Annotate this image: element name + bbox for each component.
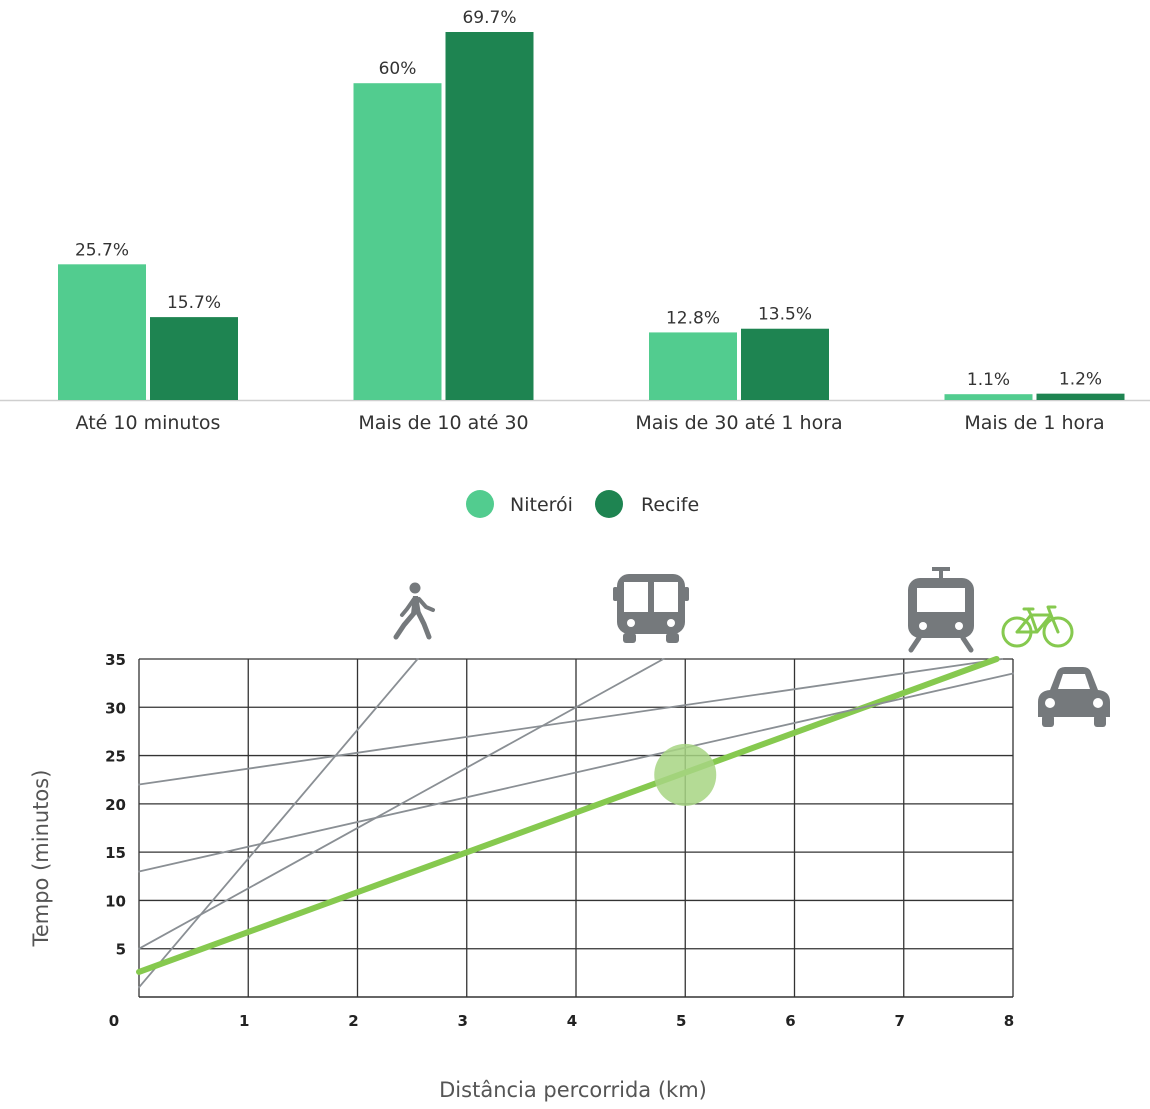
x-tick-label: 7 [895,1012,905,1030]
bar-chart: 25.7% 15.7% Até 10 minutos 60% 69.7% Mais de … [0,8,1150,434]
series-line-bus [138,658,665,950]
bar-recife-0 [150,317,238,400]
bar-value-label: 1.1% [967,370,1010,390]
bicycle-icon [1001,605,1074,648]
bar-value-label: 60% [379,59,417,79]
bar-recife-3 [1036,393,1125,400]
x-tick-label: 4 [567,1012,577,1030]
series-line-train [138,658,1003,786]
category-label: Até 10 minutos [76,412,221,434]
x-axis-title: Distância percorrida (km) [439,1078,707,1102]
walking-person-icon [393,582,435,640]
bar-niteroi-2 [649,332,737,400]
y-tick-label: 30 [105,699,126,717]
bar-niteroi-1 [353,83,442,400]
legend-label-niteroi: Niterói [510,494,573,516]
bar-value-label: 15.7% [167,293,221,313]
bar-niteroi-3 [944,394,1033,400]
x-tick-label: 5 [676,1012,686,1030]
highlight-marker [654,743,717,806]
bar-value-label: 12.8% [666,308,720,328]
bar-value-label: 1.2% [1059,370,1102,390]
grid [138,658,1014,998]
series-line-bicycle [136,656,1000,975]
car-icon [1038,667,1110,727]
series-line-walking-person [138,658,419,989]
bar-value-label: 13.5% [758,305,812,325]
legend: Niterói Recife [466,490,699,518]
category-label: Mais de 1 hora [964,412,1104,434]
series-line-car [138,672,1014,873]
x-tick-label: 3 [458,1012,468,1030]
x-tick-label: 6 [785,1012,795,1030]
category-label: Mais de 30 até 1 hora [635,412,842,434]
line-chart: 0 1 2 3 4 5 6 7 8 5 10 15 20 25 30 35 Distância percorri… [29,567,1110,1102]
x-tick-label: 2 [348,1012,358,1030]
y-tick-label: 25 [105,748,126,766]
bar-value-label: 25.7% [75,240,129,260]
y-tick-label: 35 [105,651,126,669]
y-tick-label: 10 [105,892,126,910]
train-icon [908,567,974,653]
y-tick-label: 5 [116,941,126,959]
bar-niteroi-0 [58,264,146,400]
x-tick-label: 8 [1004,1012,1014,1030]
bar-recife-2 [741,328,829,400]
x-tick-label: 1 [239,1012,249,1030]
x-tick-label: 0 [109,1012,119,1030]
bar-recife-1 [445,32,534,400]
y-tick-label: 15 [105,844,126,862]
legend-label-recife: Recife [641,494,699,516]
category-label: Mais de 10 até 30 [358,412,528,434]
legend-swatch-recife [595,490,623,518]
y-axis-title: Tempo (minutos) [29,770,53,948]
bar-value-label: 69.7% [462,8,516,28]
bus-icon [613,574,689,643]
y-tick-label: 20 [105,796,126,814]
legend-swatch-niteroi [466,490,494,518]
